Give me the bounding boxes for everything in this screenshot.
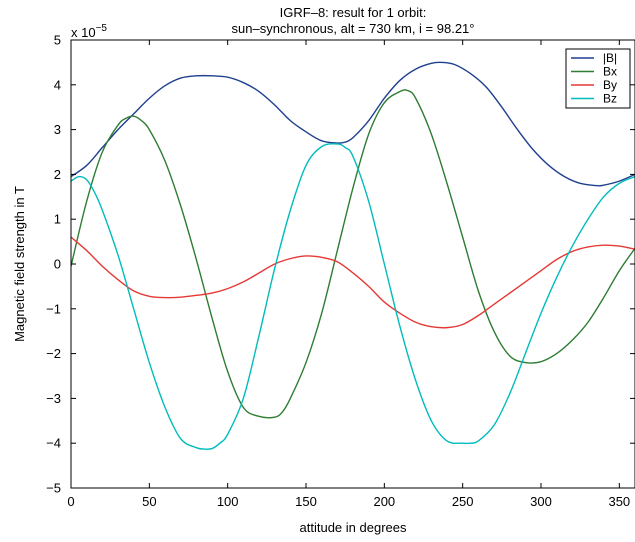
x-tick-label: 0 [67, 494, 74, 509]
legend-label: |B| [603, 51, 617, 65]
y-tick-label: 3 [54, 122, 61, 137]
series-line-4 [71, 143, 635, 450]
series-line-3 [71, 236, 635, 329]
series-line-1 [71, 61, 635, 187]
x-tick-label: 150 [295, 494, 317, 509]
y-scale-factor: x 10−5 [71, 23, 107, 40]
y-tick-label: 4 [54, 77, 61, 92]
axis-ticks: 0 50 100 150 200 250 300 350 −5 −4 −3 −2 −1 0 1 2 3 4 5 [46, 33, 635, 509]
y-tick-label: −3 [46, 391, 61, 406]
x-tick-label: 350 [608, 494, 630, 509]
legend-label: Bx [603, 65, 617, 79]
plot-lines [71, 61, 635, 450]
x-tick-label: 100 [217, 494, 239, 509]
y-axis-label: Magnetic field strength in T [12, 186, 27, 342]
y-tick-label: 1 [54, 212, 61, 227]
y-tick-label: 2 [54, 167, 61, 182]
y-tick-label: −1 [46, 301, 61, 316]
y-scale-exponent: −5 [96, 23, 108, 34]
x-axis-label: attitude in degrees [300, 520, 407, 535]
y-tick-label: −2 [46, 346, 61, 361]
y-scale-prefix: x 10 [71, 25, 96, 40]
chart-subtitle: sun–synchronous, alt = 730 km, i = 98.21… [232, 21, 475, 36]
y-tick-label: 0 [54, 257, 61, 272]
x-tick-label: 250 [452, 494, 474, 509]
chart-title: IGRF–8: result for 1 orbit: [280, 5, 427, 20]
y-tick-label: 5 [54, 33, 61, 48]
y-tick-label: −5 [46, 481, 61, 496]
legend-label: Bz [603, 92, 617, 106]
series-line-2 [71, 89, 635, 419]
x-tick-label: 300 [530, 494, 552, 509]
x-tick-label: 200 [373, 494, 395, 509]
legend-label: By [603, 78, 617, 92]
x-tick-label: 50 [142, 494, 156, 509]
y-tick-label: −4 [46, 436, 61, 451]
